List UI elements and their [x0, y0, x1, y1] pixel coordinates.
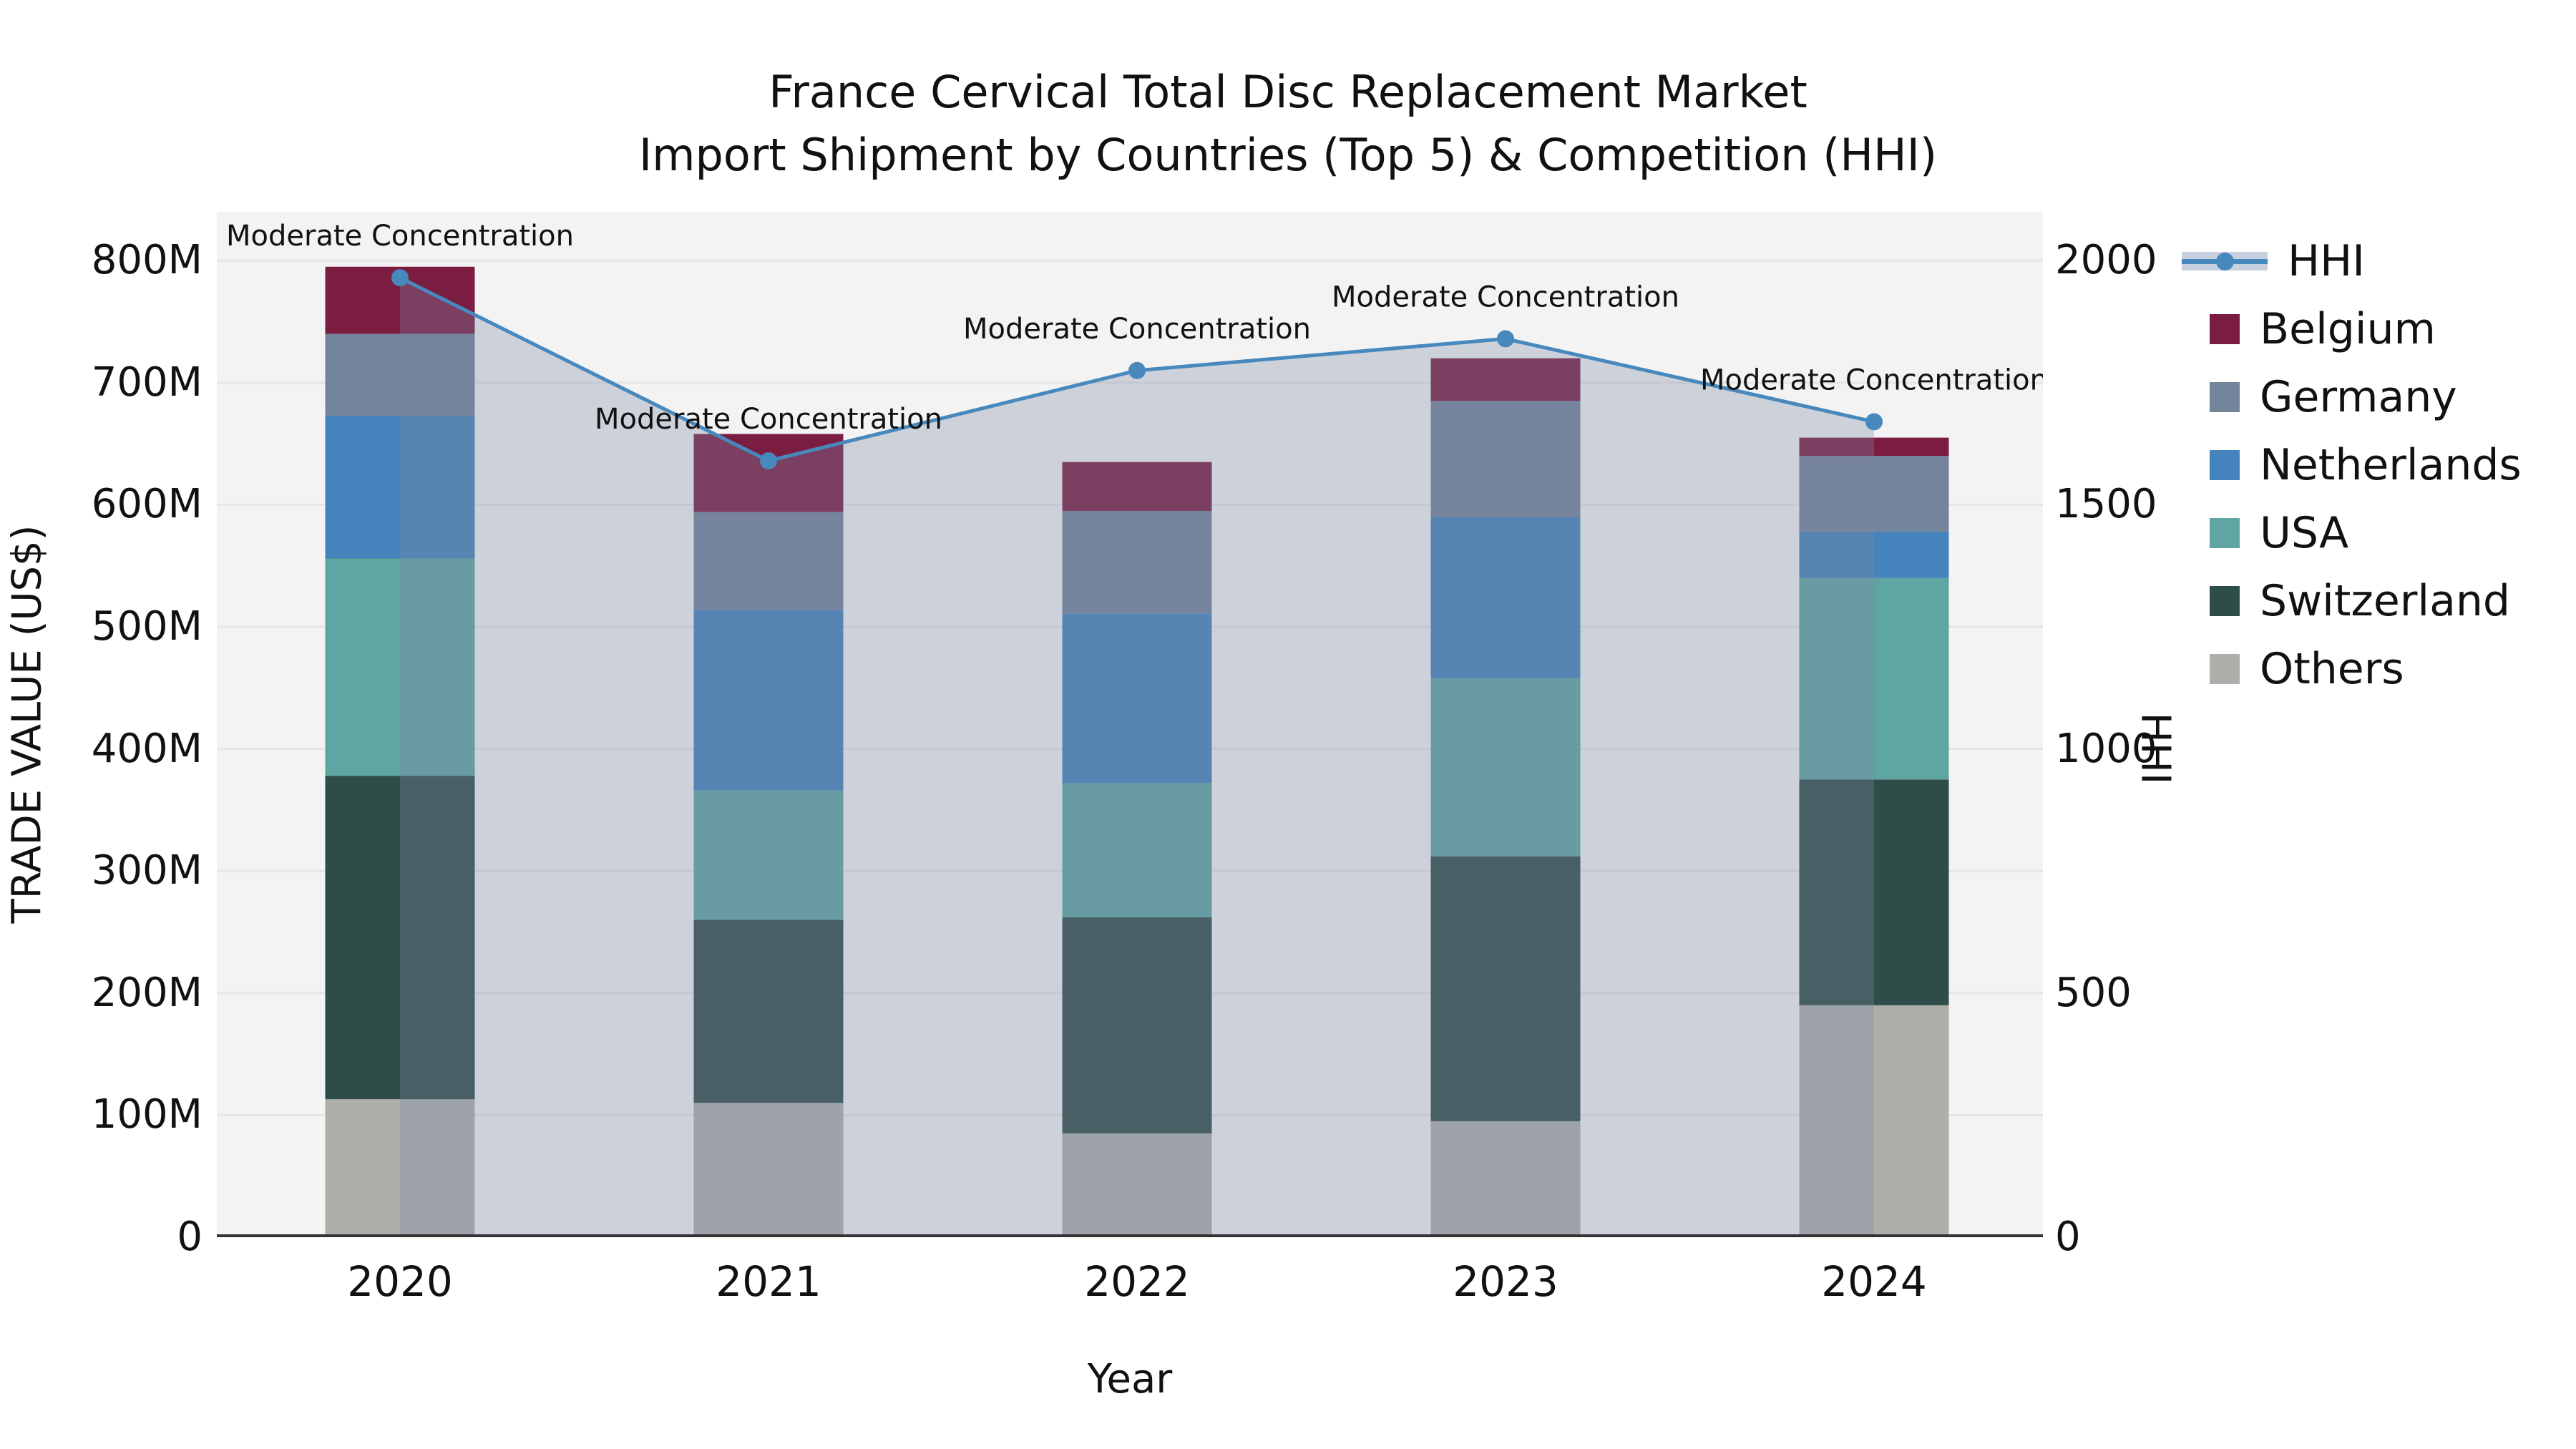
bar-segment-netherlands-2023 [1430, 517, 1581, 678]
y-left-tick-300M: 300M [91, 847, 203, 894]
bar-segment-germany-2024 [1799, 456, 1949, 532]
bar-segment-usa-2023 [1430, 678, 1581, 857]
bar-segment-others-2023 [1430, 1121, 1581, 1237]
bar-segment-usa-2020 [325, 558, 475, 776]
legend-label-usa: USA [2260, 507, 2349, 558]
hhi-line-swatch-icon [2182, 250, 2268, 272]
bar-segment-belgium-2023 [1430, 358, 1581, 401]
legend-item-netherlands: Netherlands [2210, 431, 2522, 499]
legend-swatch-others [2210, 653, 2240, 684]
legend-label-germany: Germany [2260, 371, 2457, 422]
legend-item-others: Others [2210, 635, 2522, 703]
bar-segment-others-2020 [325, 1099, 475, 1237]
annotation-2022: Moderate Concentration [963, 313, 1311, 346]
y-right-tick-2000: 2000 [2055, 237, 2157, 284]
bar-segment-belgium-2024 [1799, 437, 1949, 457]
bar-segment-switzerland-2024 [1799, 779, 1949, 1005]
legend-swatch-germany [2210, 381, 2240, 412]
annotation-2021: Moderate Concentration [595, 403, 942, 436]
legend-label-others: Others [2260, 643, 2404, 694]
y-left-tick-0: 0 [177, 1214, 203, 1260]
bar-segment-usa-2021 [693, 790, 844, 920]
legend-swatch-switzerland [2210, 585, 2240, 616]
annotation-2023: Moderate Concentration [1332, 280, 1679, 313]
bar-segment-belgium-2022 [1062, 462, 1212, 511]
y-right-tick-0: 0 [2055, 1214, 2081, 1260]
y-right-tick-1500: 1500 [2055, 481, 2157, 528]
bar-segment-switzerland-2022 [1062, 917, 1212, 1133]
x-tick-2023: 2023 [1453, 1257, 1558, 1306]
bar-segment-germany-2021 [693, 512, 844, 610]
hhi-dot-swatch [2216, 252, 2234, 270]
y-axis-right-label: HHI [2132, 712, 2179, 785]
hhi-marker-2023 [1497, 330, 1514, 348]
bar-segment-others-2024 [1799, 1005, 1949, 1237]
legend: HHI Belgium Germany Netherlands USA Switzerla… [2182, 227, 2522, 703]
x-tick-2020: 2020 [347, 1257, 453, 1306]
legend-label-switzerland: Switzerland [2260, 575, 2510, 626]
hhi-area-fill [400, 278, 1874, 1237]
bar-segment-usa-2022 [1062, 783, 1212, 918]
y-left-tick-200M: 200M [91, 969, 203, 1016]
annotation-2020: Moderate Concentration [226, 220, 574, 253]
bar-segment-switzerland-2023 [1430, 856, 1581, 1121]
y-left-tick-400M: 400M [91, 725, 203, 772]
legend-item-belgium: Belgium [2210, 295, 2522, 363]
x-axis-label: Year [1087, 1356, 1173, 1402]
legend-item-usa: USA [2210, 499, 2522, 567]
y-left-tick-800M: 800M [91, 237, 203, 284]
bar-segment-germany-2022 [1062, 510, 1212, 614]
chart-title-line1: France Cervical Total Disc Replacement M… [769, 66, 1807, 118]
x-tick-2024: 2024 [1821, 1257, 1927, 1306]
y-left-tick-700M: 700M [91, 358, 203, 406]
x-tick-2022: 2022 [1084, 1257, 1190, 1306]
bar-segment-germany-2020 [325, 333, 475, 416]
bar-segment-usa-2024 [1799, 577, 1949, 780]
bar-segment-netherlands-2024 [1799, 531, 1949, 578]
chart-canvas: Moderate Concentration Moderate Concentra… [217, 212, 2043, 1237]
hhi-marker-2022 [1128, 361, 1146, 379]
y-right-tick-500: 500 [2055, 969, 2132, 1016]
bar-segment-netherlands-2020 [325, 415, 475, 559]
legend-swatch-usa [2210, 517, 2240, 548]
y-left-tick-600M: 600M [91, 481, 203, 528]
legend-label-hhi: HHI [2288, 235, 2365, 286]
y-right-tick-1000: 1000 [2055, 725, 2157, 772]
x-tick-2021: 2021 [716, 1257, 821, 1306]
legend-label-belgium: Belgium [2260, 303, 2436, 354]
chart-plot-area: Moderate Concentration Moderate Concentra… [217, 212, 2043, 1237]
hhi-marker-2021 [760, 452, 777, 469]
y-left-tick-500M: 500M [91, 603, 203, 650]
bar-segment-switzerland-2021 [693, 919, 844, 1103]
bar-segment-netherlands-2021 [693, 610, 844, 791]
legend-label-netherlands: Netherlands [2260, 439, 2522, 490]
legend-swatch-netherlands [2210, 449, 2240, 480]
bar-segment-others-2022 [1062, 1133, 1212, 1237]
legend-swatch-belgium [2210, 313, 2240, 344]
legend-item-switzerland: Switzerland [2210, 567, 2522, 635]
legend-item-germany: Germany [2210, 363, 2522, 431]
hhi-marker-2024 [1865, 413, 1883, 431]
annotation-2024: Moderate Concentration [1700, 364, 2043, 396]
bar-segment-others-2021 [693, 1103, 844, 1237]
bar-segment-switzerland-2020 [325, 776, 475, 1100]
y-axis-left-label: TRADE VALUE (US$) [4, 525, 51, 924]
y-left-tick-100M: 100M [91, 1091, 203, 1138]
hhi-marker-2020 [391, 269, 409, 287]
bar-segment-germany-2023 [1430, 401, 1581, 517]
bar-segment-netherlands-2022 [1062, 613, 1212, 784]
chart-title-line2: Import Shipment by Countries (Top 5) & C… [638, 129, 1938, 181]
legend-item-hhi: HHI [2182, 227, 2522, 295]
